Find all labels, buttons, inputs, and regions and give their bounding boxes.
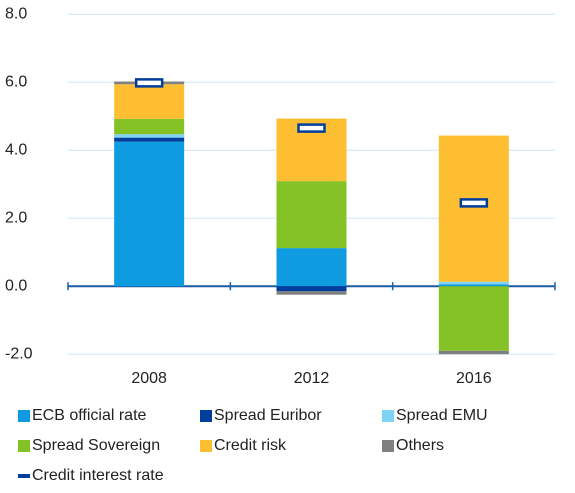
y-tick-label: 6.0 (5, 73, 27, 90)
legend-label: Credit risk (214, 437, 287, 454)
bar-segment (438, 286, 509, 351)
legend-swatch (382, 410, 394, 422)
bar-segment (438, 350, 509, 355)
y-tick-label: -2.0 (5, 345, 33, 362)
legend-swatch (18, 440, 30, 452)
legend-swatch (18, 474, 30, 478)
y-tick-label: 8.0 (5, 5, 27, 22)
y-tick-label: 2.0 (5, 209, 27, 226)
bar-segment (114, 134, 185, 138)
y-tick-label: 0.0 (5, 277, 27, 294)
x-tick-label: 2016 (456, 370, 492, 387)
legend-label: Spread Sovereign (32, 437, 160, 454)
bar-segment (438, 281, 509, 285)
marker (297, 123, 326, 133)
legend-label: Spread Euribor (214, 407, 322, 424)
bar-segment (276, 181, 347, 249)
legend-label: Credit interest rate (32, 467, 164, 484)
legend-swatch (200, 410, 212, 422)
bar-segment (438, 284, 509, 287)
bar-segment (276, 291, 347, 295)
y-tick-label: 4.0 (5, 141, 27, 158)
bar-segment (114, 137, 185, 142)
bar-segment (276, 248, 347, 287)
x-tick-label: 2012 (294, 370, 330, 387)
bar-segment (114, 84, 185, 119)
legend-swatch (200, 440, 212, 452)
bar-segment (276, 286, 347, 292)
legend-label: ECB official rate (32, 407, 147, 424)
bar-segment (438, 135, 509, 282)
legend-label: Others (396, 437, 444, 454)
bar-segment (114, 118, 185, 135)
legend-swatch (18, 410, 30, 422)
legend-swatch (382, 440, 394, 452)
legend-label: Spread EMU (396, 407, 488, 424)
marker (134, 78, 164, 88)
bar-segment (114, 141, 185, 287)
x-tick-label: 2008 (131, 370, 167, 387)
marker (459, 198, 489, 208)
